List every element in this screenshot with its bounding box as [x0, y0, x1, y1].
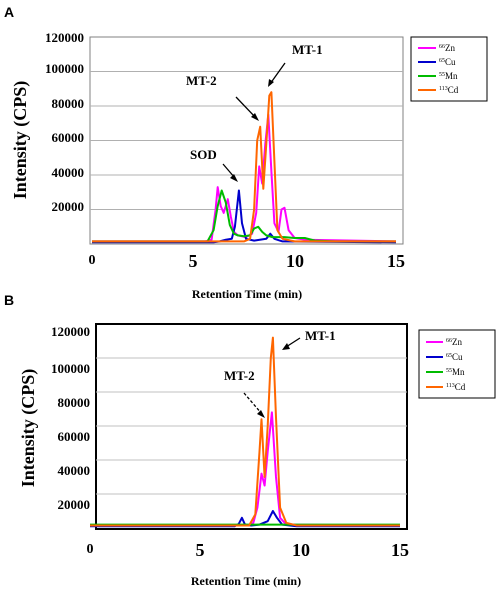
panel-a-series-mn	[92, 189, 396, 243]
panel-b-arrowhead-mt2	[257, 410, 265, 418]
panel-a-xlabel: Retention Time (min)	[192, 287, 302, 301]
panel-b-xtick-15: 15	[391, 540, 409, 560]
panel-b-xtick-0: 0	[87, 542, 94, 557]
panel-b-arrowhead-mt1	[282, 343, 290, 350]
panel-a-series-cd	[92, 91, 396, 243]
panel-a-ylabel: Intensity (CPS)	[10, 81, 31, 200]
panel-b-ytick-60000: 60000	[58, 429, 91, 444]
panel-a-annotation-mt2: MT-2	[186, 73, 217, 88]
panel-b-xlabel: Retention Time (min)	[191, 574, 301, 588]
panel-a-xtick-15: 15	[387, 251, 405, 271]
panel-a-legend: 66Zn 65Cu 55Mn 113Cd	[410, 36, 488, 102]
panel-a-annotation-sod: SOD	[190, 147, 217, 162]
panel-a-ytick-80000: 80000	[52, 96, 85, 111]
panel-a-arrow-mt2	[235, 96, 257, 119]
panel-b-legend: 66Zn 65Cu 55Mn 113Cd	[418, 329, 496, 399]
panel-b-series-cd	[90, 336, 400, 527]
panel-a-arrowhead-sod	[230, 174, 238, 182]
panel-a-ytick-100000: 100000	[45, 61, 84, 76]
panel-b-xtick-5: 5	[196, 540, 205, 560]
panel-b-annotation-mt1: MT-1	[305, 328, 336, 343]
panel-a-ytick-40000: 40000	[52, 165, 85, 180]
panel-b-gridlines	[96, 357, 407, 495]
panel-a-letter: A	[4, 4, 14, 20]
panel-b-legend-label-zn: 66Zn	[446, 337, 462, 347]
panel-a-xtick-10: 10	[286, 251, 304, 271]
panel-a-legend-label-cu: 65Cu	[439, 57, 456, 67]
panel-b-ytick-20000: 20000	[58, 497, 91, 512]
panel-b-ytick-40000: 40000	[58, 463, 91, 478]
panel-b-arrow-mt1	[285, 337, 301, 348]
panel-b-xtick-10: 10	[292, 540, 310, 560]
panel-b-series-zn	[90, 411, 401, 527]
panel-a-arrowhead-mt1	[268, 79, 274, 87]
panel-b-ytick-80000: 80000	[58, 395, 91, 410]
panel-a-annotation-mt1: MT-1	[292, 42, 323, 57]
panel-a-series-zn	[92, 113, 397, 243]
panel-b: B 20000 40000 60000 80000 100000 120000 …	[4, 292, 496, 588]
panel-a-ytick-60000: 60000	[52, 130, 85, 145]
panel-a-ytick-20000: 20000	[52, 199, 85, 214]
panel-a-xtick-5: 5	[189, 251, 198, 271]
panel-b-legend-label-mn: 55Mn	[446, 367, 465, 377]
panel-a-legend-label-mn: 55Mn	[439, 71, 458, 81]
panel-b-ylabel: Intensity (CPS)	[18, 369, 39, 488]
panel-b-ytick-120000: 120000	[51, 324, 90, 339]
panel-a-arrow-mt1	[269, 62, 286, 85]
panel-b-letter: B	[4, 292, 14, 308]
panel-b-ytick-100000: 100000	[51, 361, 90, 376]
panel-a-legend-label-cd: 113Cd	[439, 85, 459, 95]
panel-b-legend-label-cd: 113Cd	[446, 382, 466, 392]
panel-a-legend-label-zn: 66Zn	[439, 43, 455, 53]
panel-b-legend-label-cu: 65Cu	[446, 352, 463, 362]
panel-a-arrowhead-mt2	[251, 113, 259, 121]
panel-b-series	[90, 336, 401, 528]
panel-b-annotation-mt2: MT-2	[224, 368, 255, 383]
panel-a-xtick-0: 0	[89, 253, 96, 268]
panel-a-gridlines	[90, 71, 403, 210]
panel-a: A 20000 40000 60000 80000 100000 120000 …	[4, 4, 488, 301]
panel-a-series	[92, 91, 397, 244]
panel-a-ytick-120000: 120000	[45, 30, 84, 45]
